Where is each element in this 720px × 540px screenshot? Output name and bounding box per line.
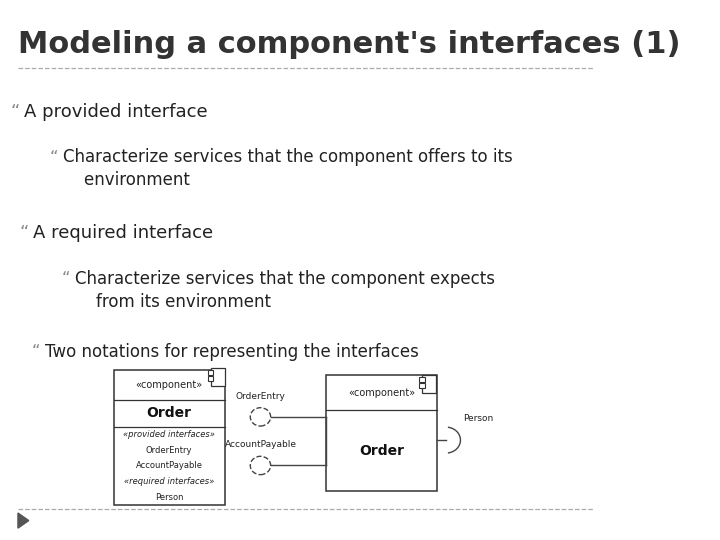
Text: “: “ <box>11 103 20 120</box>
Circle shape <box>251 456 271 475</box>
Text: A required interface: A required interface <box>33 224 213 242</box>
Bar <box>419 383 425 388</box>
Text: «component»: «component» <box>348 388 415 398</box>
Bar <box>419 377 425 382</box>
Text: Person: Person <box>463 414 493 423</box>
Text: «provided interfaces»: «provided interfaces» <box>123 430 215 439</box>
Text: Characterize services that the component offers to its
    environment: Characterize services that the component… <box>63 148 513 190</box>
Text: Order: Order <box>147 406 192 420</box>
Text: «required interfaces»: «required interfaces» <box>124 477 215 486</box>
Circle shape <box>251 408 271 426</box>
Text: «component»: «component» <box>135 380 203 390</box>
Text: Two notations for representing the interfaces: Two notations for representing the inter… <box>45 343 419 361</box>
Text: A provided interface: A provided interface <box>24 103 207 120</box>
Bar <box>211 368 225 386</box>
Text: “: “ <box>32 343 40 361</box>
Bar <box>208 376 213 381</box>
Text: Person: Person <box>155 492 184 502</box>
Bar <box>422 375 436 393</box>
Bar <box>114 370 225 505</box>
Text: “: “ <box>19 224 29 242</box>
Text: AccountPayable: AccountPayable <box>135 461 202 470</box>
Bar <box>326 375 437 491</box>
Text: Modeling a component's interfaces (1): Modeling a component's interfaces (1) <box>18 30 680 59</box>
Text: OrderEntry: OrderEntry <box>235 392 285 401</box>
Text: Order: Order <box>359 444 404 458</box>
Text: “: “ <box>50 148 58 166</box>
Bar <box>208 370 213 375</box>
Text: AccountPayable: AccountPayable <box>225 440 297 449</box>
Text: Characterize services that the component expects
    from its environment: Characterize services that the component… <box>75 270 495 311</box>
Text: OrderEntry: OrderEntry <box>146 446 192 455</box>
Text: “: “ <box>62 270 70 288</box>
Polygon shape <box>18 513 29 528</box>
